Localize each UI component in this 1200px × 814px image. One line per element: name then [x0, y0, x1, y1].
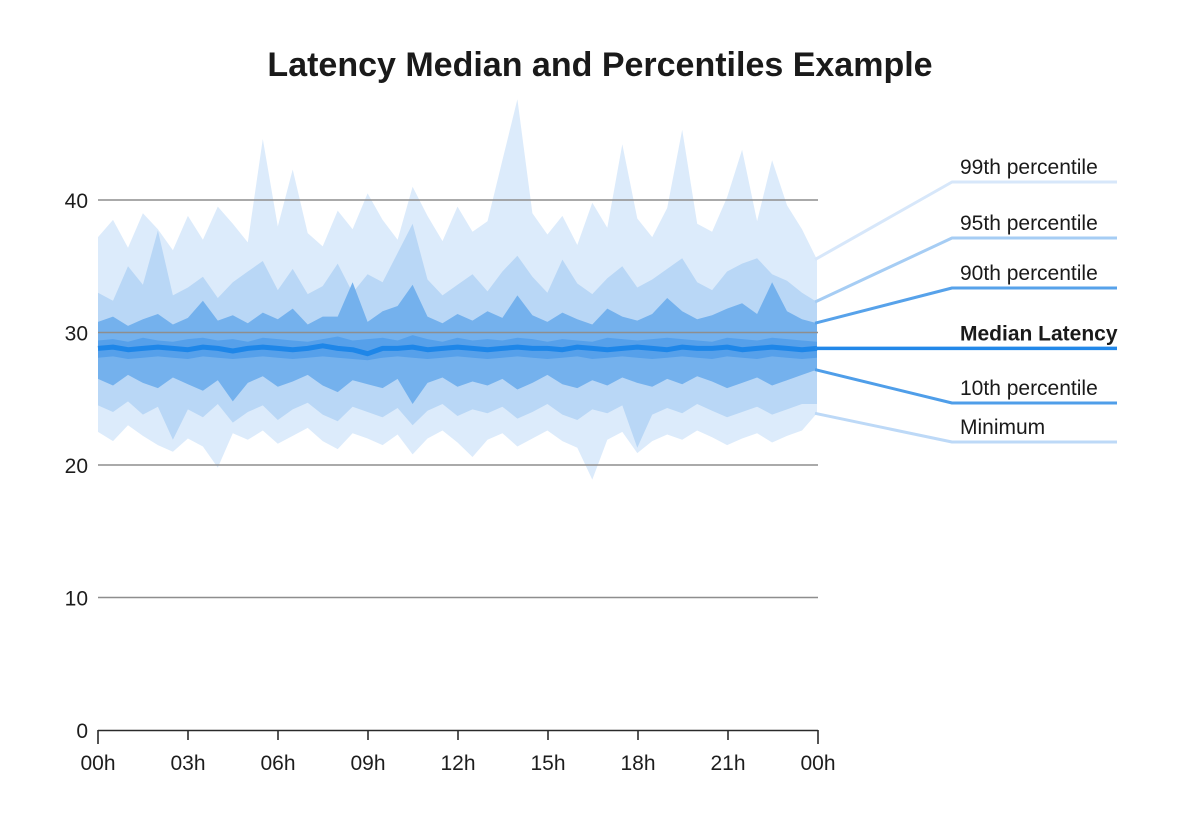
- callout-line-95th-percentile: [814, 236, 1117, 304]
- y-tick-label-20: 20: [65, 455, 88, 478]
- legend-label-99th-percentile: 99th percentile: [960, 156, 1098, 179]
- y-gridlines: [98, 199, 818, 599]
- y-axis-labels: 0 10 20 30 40: [65, 190, 88, 743]
- legend-callouts: 99th percentile 95th percentile 90th perce…: [814, 156, 1118, 444]
- legend-label-median-latency: Median Latency: [960, 322, 1118, 345]
- legend-label-90th-percentile: 90th percentile: [960, 262, 1098, 285]
- median-line: [97, 343, 818, 357]
- x-tick-label-00h: 00h: [800, 752, 835, 775]
- y-tick-label-40: 40: [65, 190, 88, 213]
- percentile-bands: [98, 99, 817, 480]
- callout-line-10th-percentile: [814, 368, 1117, 405]
- x-tick-label-00h: 00h: [80, 752, 115, 775]
- legend-label-10th-percentile: 10th percentile: [960, 377, 1098, 400]
- callout-line-minimum: [814, 411, 1117, 444]
- legend-label-95th-percentile: 95th percentile: [960, 212, 1098, 235]
- x-tick-label-03h: 03h: [170, 752, 205, 775]
- y-tick-label-30: 30: [65, 323, 88, 346]
- x-tick-label-12h: 12h: [440, 752, 475, 775]
- callout-line-99th-percentile: [814, 180, 1117, 261]
- x-tick-label-21h: 21h: [710, 752, 745, 775]
- x-tick-label-06h: 06h: [260, 752, 295, 775]
- chart-title: Latency Median and Percentiles Example: [267, 46, 932, 84]
- median-latency-line: [97, 343, 818, 357]
- x-tick-label-15h: 15h: [530, 752, 565, 775]
- x-axis: 00h 03h 06h 09h 12h 15h 18h 21h 00h: [80, 729, 836, 775]
- x-tick-label-09h: 09h: [350, 752, 385, 775]
- y-tick-label-10: 10: [65, 588, 88, 611]
- y-tick-label-0: 0: [76, 720, 88, 743]
- x-tick-label-18h: 18h: [620, 752, 655, 775]
- legend-label-minimum: Minimum: [960, 416, 1045, 439]
- callout-line-90th-percentile: [814, 286, 1117, 325]
